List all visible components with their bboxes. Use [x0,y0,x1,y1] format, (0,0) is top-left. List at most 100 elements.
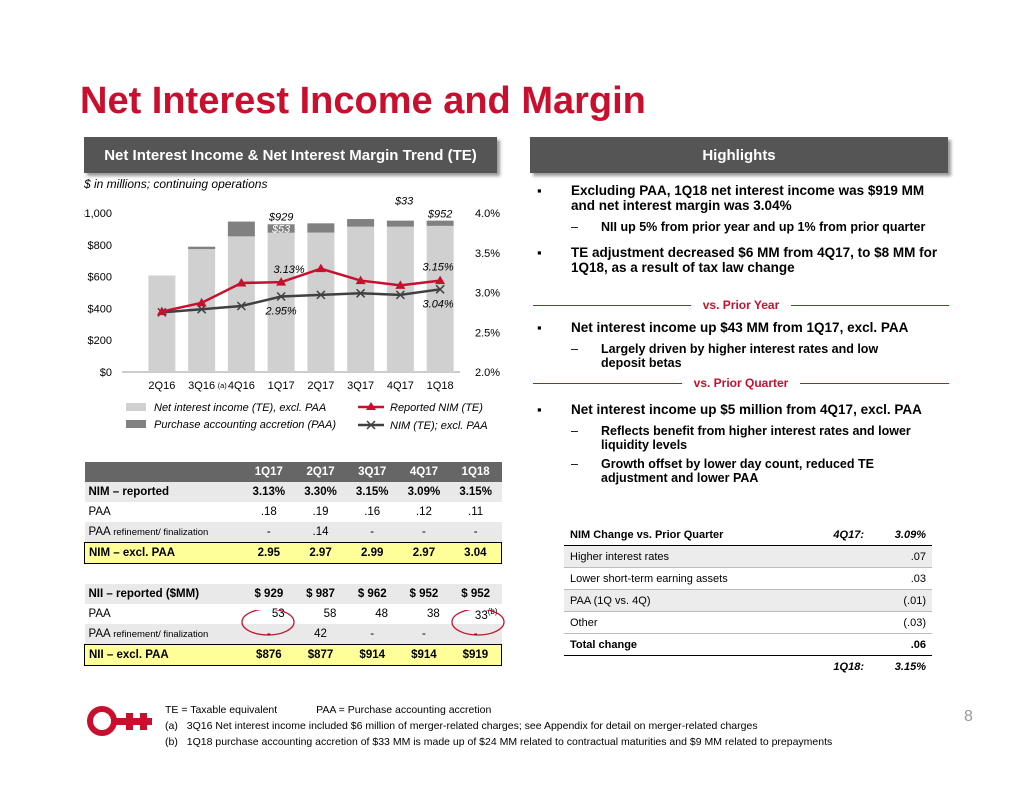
cell: $ 987 [294,584,347,604]
dash-icon: – [571,342,578,356]
cell: 2.97 [294,542,347,564]
cell: .14 [294,522,347,543]
cell: - [346,522,399,543]
point-reported-nim [435,275,446,285]
y-right-tick-label: 3.5% [475,248,500,260]
bar-paa [188,246,216,250]
cell: - [449,624,502,645]
row-label-text: PAA [88,526,111,538]
annotation-paa-1q18: $33 [394,196,414,208]
divider-prior-quarter: vs. Prior Quarter [533,376,949,390]
annotation-nim-excl-1q18: 3.04% [423,298,454,310]
table-header-cell: 3Q17 [346,462,399,482]
change-value: (.03) [870,611,932,634]
table-spacer-row [85,564,502,585]
legend-label-nim-excl: NIM (TE); excl. PAA [390,420,488,432]
change-label: Total change [564,633,870,656]
line-reported-nim [161,267,441,313]
change-label: Other [564,611,870,634]
y-left-tick-label: $0 [100,367,112,379]
key-logo-icon [87,706,152,736]
cell: - [398,624,450,645]
highlight-bullet-1: ▪ Excluding PAA, 1Q18 net interest incom… [537,183,949,213]
bullet-icon: ▪ [537,320,542,335]
row-label: NII – excl. PAA [84,644,243,666]
sub-text: Growth offset by lower day count, reduce… [601,457,874,485]
footnote-te: TE = Taxable equivalent [165,704,278,716]
legend-marker-nim-excl [366,420,376,430]
x-tick-label: 1Q17 [268,380,295,392]
divider-line [533,304,691,306]
footnote-text: 3Q16 Net interest income included $6 mil… [186,720,758,732]
bar-paa [386,220,414,227]
x-tick-label: 3Q17 [347,380,374,392]
nim-change-header-label: 4Q17: [807,524,870,546]
footnote-b: (b) 1Q18 purchase accounting accretion o… [165,736,832,748]
footnote-mark: (b) [165,736,178,748]
nim-change-total-row: Total change .06 [564,633,932,656]
table-header-cell: 2Q17 [294,462,347,482]
table-row: NIM – reported 3.13% 3.30% 3.15% 3.09% 3… [84,482,502,502]
row-label: NII – reported ($MM) [84,584,243,604]
cell: - [243,522,295,543]
cell: $ 962 [346,584,399,604]
row-label: PAA refinement/ finalization [84,624,243,645]
cell: 3.13% [243,482,295,502]
divider-prior-year: vs. Prior Year [533,298,949,312]
table-row: NII – reported ($MM) $ 929 $ 987 $ 962 $… [84,584,502,604]
row-label-small: refinement/ finalization [113,527,209,538]
bar-nii-excl-paa [386,226,414,372]
divider-line [533,382,682,384]
bar-nii-excl-paa [267,232,295,372]
nim-change-row: Lower short-term earning assets .03 [564,567,932,590]
line-nim-excl-paa [161,288,441,314]
cell: - [398,522,450,543]
cell: 2.97 [398,542,450,564]
spacer-cell [85,564,502,585]
nim-change-header-row: NIM Change vs. Prior Quarter 4Q17: 3.09% [564,524,932,546]
footnote-definitions: TE = Taxable equivalent PAA = Purchase a… [165,704,491,716]
change-label: PAA (1Q vs. 4Q) [564,589,870,612]
cell: .19 [312,506,329,518]
page-title: Net Interest Income and Margin [80,80,646,122]
right-section-header: Highlights [530,137,948,173]
change-value: .03 [870,567,932,590]
footer-blank [564,656,807,678]
y-right-tick-label: 2.5% [475,327,500,339]
left-section-header: Net Interest Income & Net Interest Margi… [84,137,497,173]
point-reported-nim [395,280,406,289]
highlight-text: Excluding PAA, 1Q18 net interest income … [571,183,925,213]
change-value: .06 [870,633,932,656]
point-reported-nim [315,263,326,273]
x-tick-label: 4Q16 [228,380,255,392]
cell: $914 [398,644,450,666]
highlights-prior-year: ▪ Net interest income up $43 MM from 1Q1… [537,320,949,370]
row-label: NIM – reported [84,482,243,502]
divider-label: vs. Prior Year [702,298,780,312]
table-header-cell: 1Q18 [449,462,502,482]
cell: .11 [468,506,484,518]
cell: - [346,624,399,645]
bar-paa [307,223,335,233]
row-label-small: refinement/ finalization [113,629,209,640]
annotation-paa-1q17: $53 [271,224,291,236]
y-left-tick-label: $400 [88,303,112,315]
dash-icon: – [571,220,578,234]
page-number: 8 [964,708,973,725]
nim-change-row: PAA (1Q vs. 4Q) (.01) [564,589,932,612]
footnote-a: (a) 3Q16 Net interest income included $6… [165,720,758,732]
circle-annotations [241,610,505,636]
bar-paa [267,224,295,233]
divider-label: vs. Prior Quarter [693,376,789,390]
x-tick-footnote: (a) [218,381,228,390]
nim-change-footer-value: 3.15% [894,660,926,673]
row-label: PAA [88,608,111,620]
annotation-nim-reported-1q17: 3.13% [274,264,305,276]
annotation-total-1q18: $952 [427,209,452,221]
change-value: (.01) [870,589,932,612]
table-row: PAA 53 58 48 38 33(b) [85,604,502,624]
cell: 58 [323,608,337,620]
cell: $ 952 [398,584,450,604]
point-nim-excl-paa [236,301,246,311]
cell: 38 [426,608,440,620]
